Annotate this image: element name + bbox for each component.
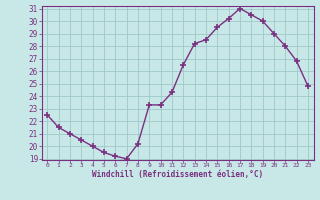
X-axis label: Windchill (Refroidissement éolien,°C): Windchill (Refroidissement éolien,°C) — [92, 170, 263, 179]
